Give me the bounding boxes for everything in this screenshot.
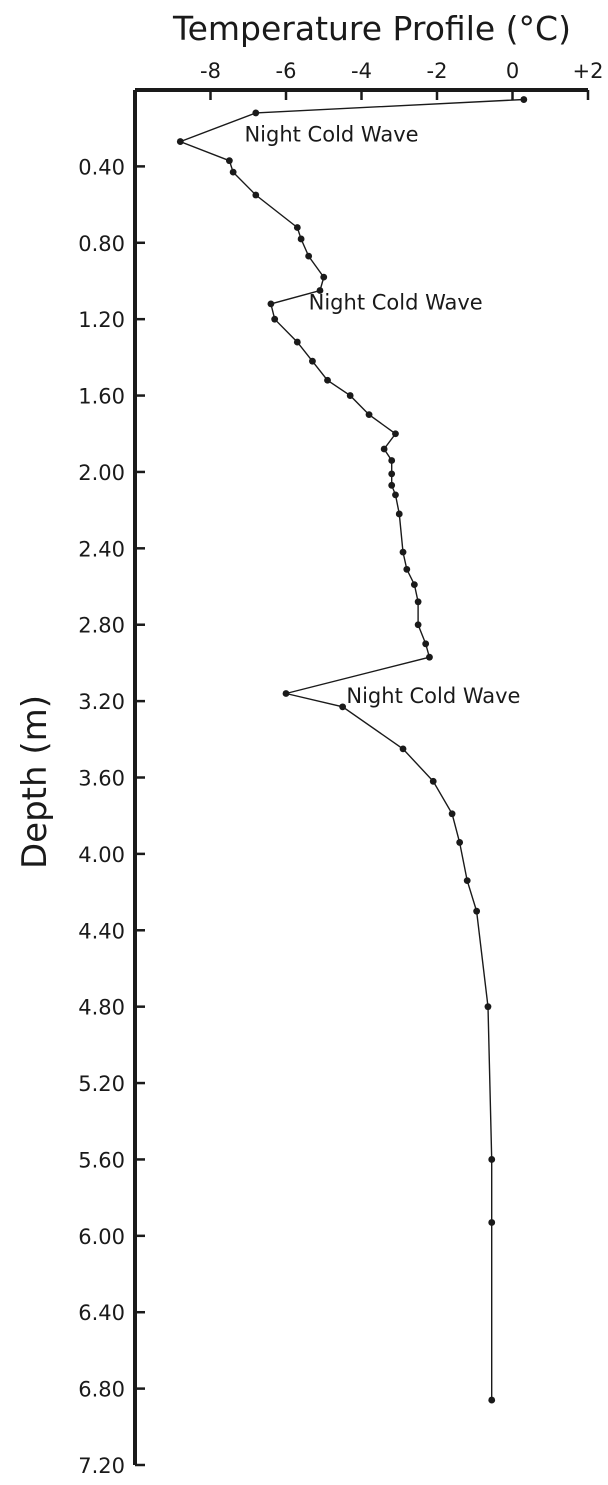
data-point <box>282 690 290 697</box>
x-tick-label: -4 <box>351 59 372 83</box>
y-axis-ticks: 0.40 0.80 1.20 1.60 2.00 2.40 2.80 3.20 3.60 4.00… <box>78 155 145 1478</box>
data-point <box>388 457 396 464</box>
data-point <box>488 1396 496 1404</box>
y-tick-label: 4.80 <box>78 996 125 1020</box>
data-point <box>410 581 418 589</box>
data-point <box>267 300 275 308</box>
series-group <box>176 96 528 1404</box>
data-point <box>346 392 354 399</box>
y-tick-label: 0.80 <box>78 232 125 256</box>
x-tick-label: +2 <box>573 59 604 83</box>
data-point <box>252 109 260 117</box>
annotation-label: Night Cold Wave <box>309 291 483 315</box>
x-tick-label: -6 <box>276 59 297 83</box>
y-tick-label: 0.40 <box>78 155 125 179</box>
data-point <box>392 430 399 438</box>
data-point <box>293 224 301 231</box>
annotations-group: Night Cold Wave Night Cold Wave Night Cold… <box>244 123 520 708</box>
y-tick-label: 5.60 <box>78 1148 125 1172</box>
data-point <box>225 157 233 165</box>
data-point <box>324 376 331 384</box>
y-axis-label: Depth (m) <box>15 695 55 869</box>
data-point <box>422 640 430 648</box>
data-point <box>448 810 456 818</box>
data-point <box>380 445 388 453</box>
data-point <box>426 653 433 661</box>
x-axis-ticks: -8 -6 -4 -2 0 +2 <box>200 59 603 100</box>
data-point <box>309 357 316 365</box>
data-point <box>456 839 464 846</box>
annotation-label: Night Cold Wave <box>244 123 418 147</box>
data-point <box>305 252 313 260</box>
y-tick-label: 6.40 <box>78 1301 125 1325</box>
data-point <box>365 411 373 419</box>
data-point <box>484 1003 492 1011</box>
x-tick-label: 0 <box>506 59 519 83</box>
data-point <box>488 1156 496 1163</box>
data-point <box>388 470 396 478</box>
data-point <box>339 703 347 711</box>
data-point <box>297 235 305 243</box>
data-point <box>320 273 328 281</box>
data-point <box>463 877 471 885</box>
y-tick-label: 6.00 <box>78 1225 125 1249</box>
data-point <box>229 168 237 176</box>
data-point <box>399 745 407 753</box>
y-tick-label: 5.20 <box>78 1072 125 1096</box>
data-point <box>414 621 422 629</box>
y-tick-label: 2.80 <box>78 614 125 638</box>
chart-title: Temperature Profile (°C) <box>172 9 571 48</box>
y-tick-label: 4.00 <box>78 843 125 867</box>
data-point <box>429 777 437 785</box>
y-tick-label: 7.20 <box>78 1454 125 1478</box>
data-point <box>520 96 528 103</box>
y-tick-label: 6.80 <box>78 1378 125 1402</box>
data-point <box>388 481 396 489</box>
data-point <box>488 1219 496 1226</box>
y-tick-label: 2.00 <box>78 461 125 485</box>
x-tick-label: -8 <box>200 59 221 83</box>
y-tick-label: 3.60 <box>78 767 125 791</box>
data-point <box>271 315 279 323</box>
data-point <box>395 510 403 518</box>
y-tick-label: 4.40 <box>78 919 125 943</box>
x-tick-label: -2 <box>427 59 448 83</box>
y-tick-label: 1.60 <box>78 385 125 409</box>
data-point <box>176 138 184 145</box>
data-point <box>252 191 260 199</box>
data-point <box>316 287 324 294</box>
y-tick-label: 1.20 <box>78 308 125 332</box>
annotation-label: Night Cold Wave <box>346 684 520 708</box>
data-point <box>399 548 407 556</box>
data-point <box>403 565 411 573</box>
data-point <box>392 491 399 499</box>
data-point <box>473 907 481 915</box>
data-point <box>414 598 422 606</box>
y-tick-label: 2.40 <box>78 537 125 561</box>
data-point <box>293 338 301 346</box>
y-tick-label: 3.20 <box>78 690 125 714</box>
